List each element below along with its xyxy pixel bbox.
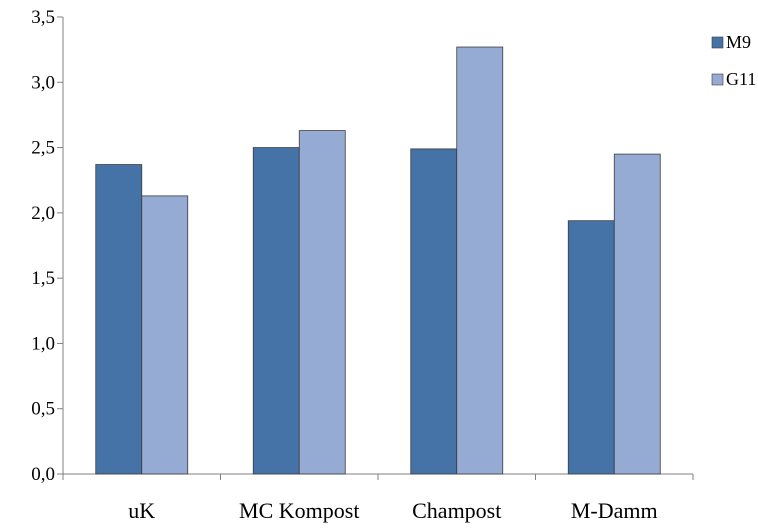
x-category-label: uK bbox=[128, 498, 155, 523]
y-tick-label: 2,0 bbox=[31, 203, 55, 224]
x-axis: uK MC Kompost Champost M-Damm bbox=[62, 473, 694, 523]
y-tick-label: 1,0 bbox=[31, 333, 55, 354]
bar-m9-0 bbox=[95, 164, 143, 475]
y-tick-label: 0,5 bbox=[31, 399, 55, 420]
bar-g11-0 bbox=[141, 195, 189, 475]
bar-g11-3 bbox=[613, 153, 661, 475]
x-category-label: MC Kompost bbox=[239, 498, 359, 523]
x-category-label: M-Damm bbox=[571, 498, 658, 523]
bar-m9-2 bbox=[410, 148, 458, 475]
bar-g11-2 bbox=[456, 46, 504, 475]
legend: M9 G11 bbox=[711, 32, 756, 89]
y-tick-label: 0,0 bbox=[31, 464, 55, 485]
legend-swatch-m9 bbox=[711, 36, 724, 49]
bar-m9-1 bbox=[252, 147, 300, 475]
y-tick-label: 2,5 bbox=[31, 138, 55, 159]
y-tick-label: 1,5 bbox=[31, 268, 55, 289]
bars bbox=[95, 46, 661, 475]
legend-label-m9: M9 bbox=[726, 32, 751, 52]
legend-label-g11: G11 bbox=[726, 69, 756, 89]
y-tick-label: 3,0 bbox=[31, 72, 55, 93]
legend-swatch-g11 bbox=[711, 73, 724, 86]
y-axis: 0,0 0,5 1,0 1,5 2,0 2,5 3,0 3,5 bbox=[31, 7, 64, 485]
bar-m9-3 bbox=[567, 220, 615, 475]
x-category-label: Champost bbox=[412, 498, 501, 523]
bar-g11-1 bbox=[298, 130, 346, 475]
y-tick-label: 3,5 bbox=[31, 7, 55, 28]
